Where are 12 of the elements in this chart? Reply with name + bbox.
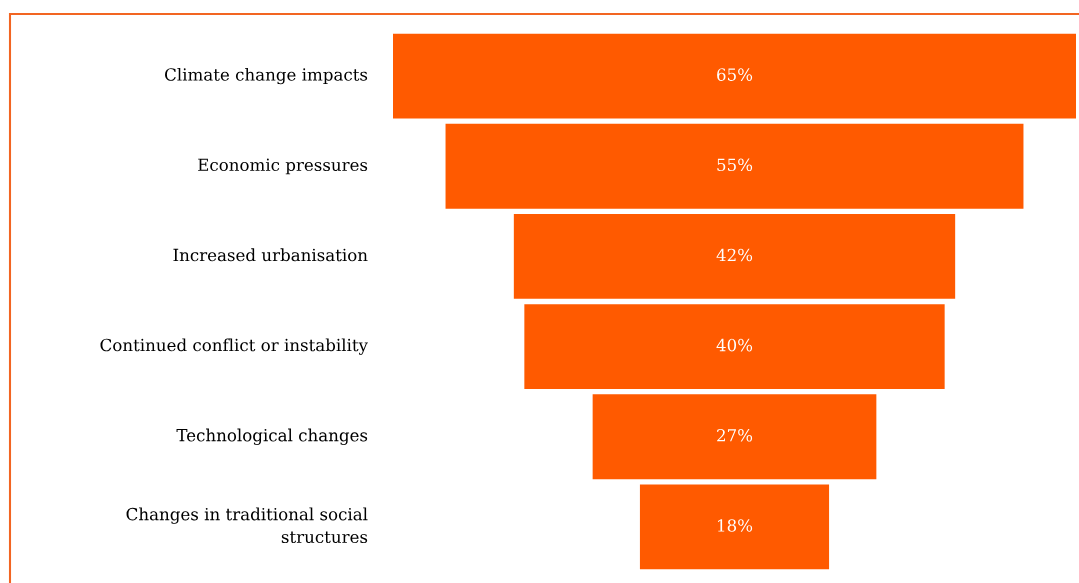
category-label: Changes in traditional social structures — [126, 507, 368, 544]
data-label: 42% — [716, 248, 753, 262]
category-label: Technological changes — [176, 428, 368, 445]
data-label: 18% — [718, 519, 753, 532]
category-label: Economic pressures — [198, 158, 368, 175]
data-label: 27% — [717, 428, 753, 442]
data-label: 65% — [717, 68, 753, 81]
data-label: 40% — [716, 338, 753, 352]
category-label: Increased urbanisation — [173, 248, 368, 262]
data-label: 55% — [717, 158, 753, 172]
category-label: Continued conflict or instability — [100, 338, 368, 355]
category-label: Climate change impacts — [165, 67, 368, 85]
